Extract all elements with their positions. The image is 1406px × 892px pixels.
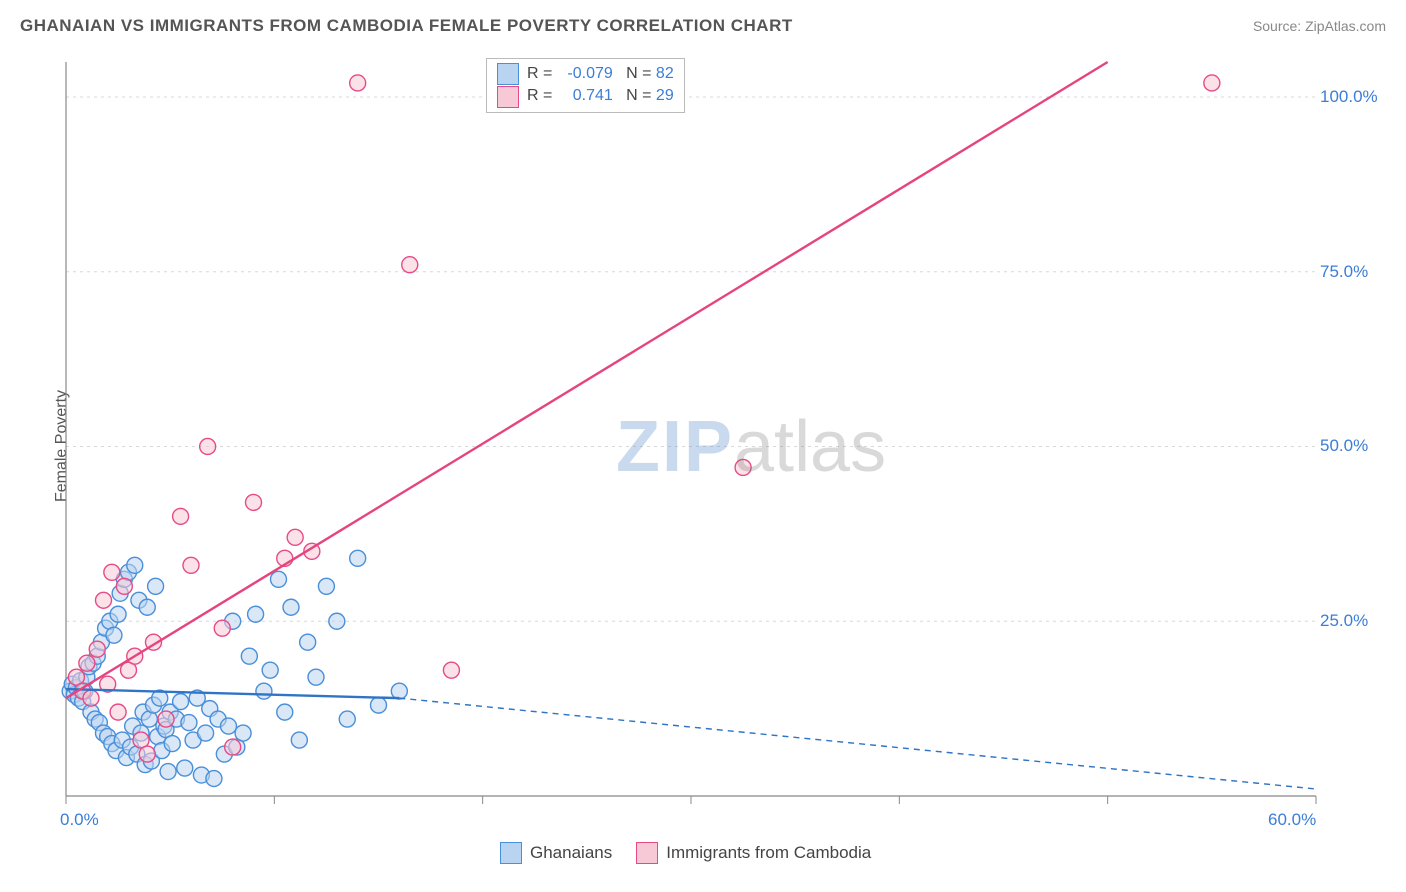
stats-text: R = 0.741 N = 29 xyxy=(527,85,674,107)
plot-area: ZIPatlas R = -0.079 N = 82R = 0.741 N = … xyxy=(56,56,1376,826)
stats-row-ghanaians: R = -0.079 N = 82 xyxy=(497,63,674,85)
chart-title: GHANAIAN VS IMMIGRANTS FROM CAMBODIA FEM… xyxy=(20,16,793,36)
source-attribution: Source: ZipAtlas.com xyxy=(1253,18,1386,34)
legend-swatch xyxy=(636,842,658,864)
legend-swatch xyxy=(500,842,522,864)
legend-label: Immigrants from Cambodia xyxy=(666,843,871,863)
bottom-legend: Ghanaians Immigrants from Cambodia xyxy=(500,842,871,864)
y-tick-label: 100.0% xyxy=(1320,87,1378,107)
x-tick-label: 0.0% xyxy=(60,810,99,830)
y-tick-label: 25.0% xyxy=(1320,611,1368,631)
legend-label: Ghanaians xyxy=(530,843,612,863)
x-tick-label: 60.0% xyxy=(1268,810,1316,830)
chart-container: GHANAIAN VS IMMIGRANTS FROM CAMBODIA FEM… xyxy=(0,0,1406,892)
legend-item: Immigrants from Cambodia xyxy=(636,842,871,864)
stats-row-cambodia: R = 0.741 N = 29 xyxy=(497,85,674,107)
stats-legend-box: R = -0.079 N = 82R = 0.741 N = 29 xyxy=(486,58,685,113)
legend-swatch-ghanaians xyxy=(497,63,519,85)
legend-item: Ghanaians xyxy=(500,842,612,864)
chart-svg xyxy=(56,56,1376,826)
y-tick-label: 75.0% xyxy=(1320,262,1368,282)
stats-text: R = -0.079 N = 82 xyxy=(527,63,674,85)
legend-swatch-cambodia xyxy=(497,86,519,108)
y-tick-label: 50.0% xyxy=(1320,436,1368,456)
